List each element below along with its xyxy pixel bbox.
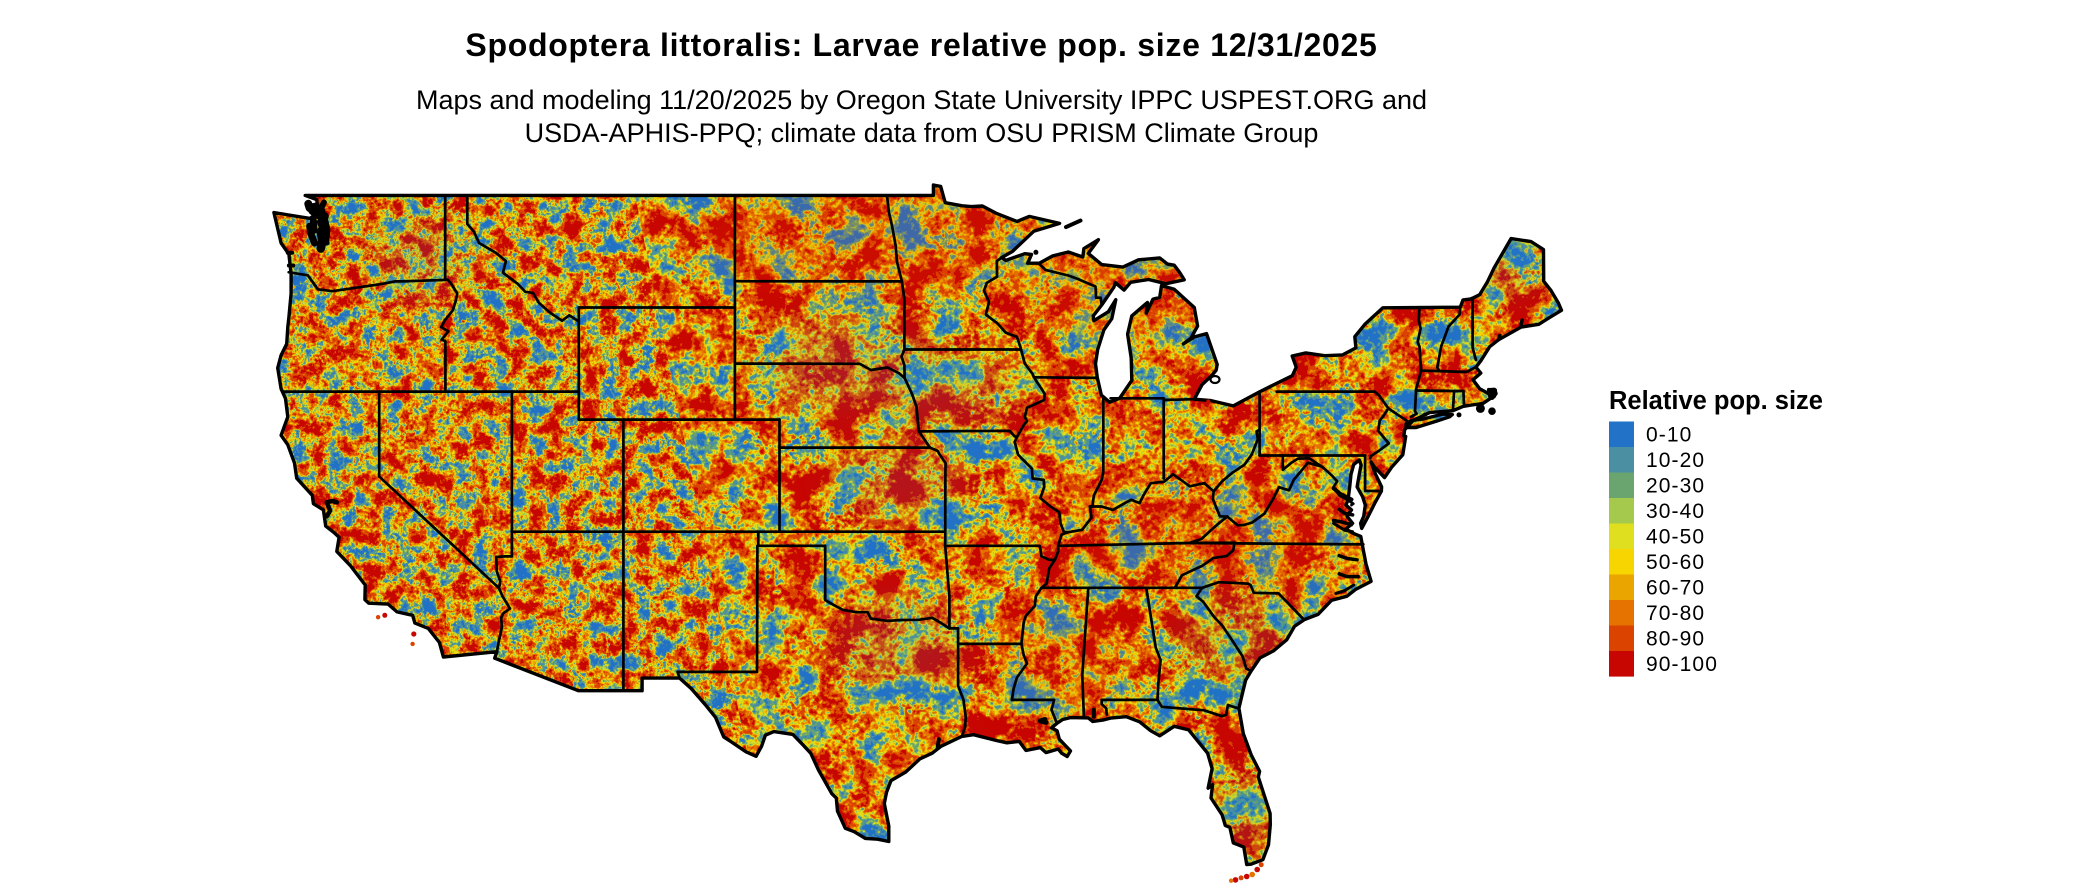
svg-text:30-40: 30-40 <box>1646 500 1705 523</box>
svg-text:Maps and modeling 11/20/2025 b: Maps and modeling 11/20/2025 by Oregon S… <box>416 85 1427 115</box>
svg-text:50-60: 50-60 <box>1646 551 1705 574</box>
svg-text:Spodoptera littoralis: Larvae: Spodoptera littoralis: Larvae relative p… <box>465 27 1377 63</box>
svg-text:60-70: 60-70 <box>1646 577 1705 600</box>
svg-text:80-90: 80-90 <box>1646 628 1705 651</box>
svg-text:0-10: 0-10 <box>1646 424 1692 447</box>
svg-text:10-20: 10-20 <box>1646 449 1705 472</box>
svg-text:20-30: 20-30 <box>1646 475 1705 498</box>
svg-text:40-50: 40-50 <box>1646 526 1705 549</box>
svg-text:70-80: 70-80 <box>1646 602 1705 625</box>
svg-text:90-100: 90-100 <box>1646 653 1718 676</box>
svg-text:USDA-APHIS-PPQ; climate data f: USDA-APHIS-PPQ; climate data from OSU PR… <box>525 118 1319 148</box>
svg-text:Relative pop. size: Relative pop. size <box>1609 387 1823 415</box>
